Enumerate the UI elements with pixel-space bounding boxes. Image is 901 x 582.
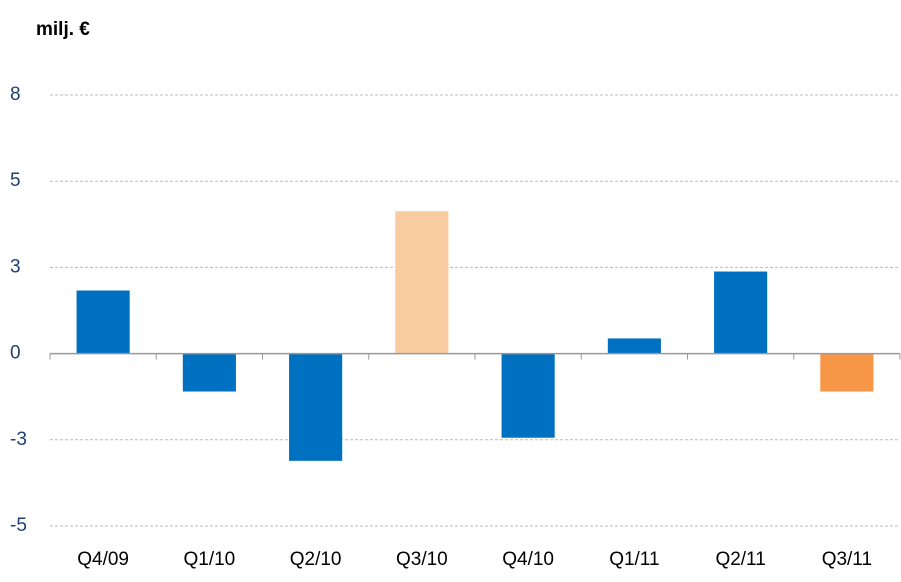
x-tick-label: Q4/10 — [502, 549, 554, 570]
bar — [501, 353, 555, 438]
bar — [76, 290, 130, 354]
y-tick-label: 8 — [10, 84, 21, 105]
bar — [820, 353, 874, 392]
x-tick-label: Q3/10 — [396, 549, 448, 570]
x-tick-label: Q2/11 — [715, 549, 765, 570]
bar — [714, 271, 768, 354]
x-tick-label: Q4/09 — [77, 549, 129, 570]
chart-title: milj. € — [36, 19, 90, 40]
bar — [607, 338, 661, 354]
bar — [289, 353, 343, 461]
y-tick-label: 0 — [10, 343, 21, 364]
x-tick-label: Q2/10 — [290, 549, 342, 570]
x-tick-label: Q1/10 — [183, 549, 235, 570]
bar — [182, 353, 236, 392]
x-tick-label: Q1/11 — [609, 549, 659, 570]
y-tick-label: -3 — [10, 429, 27, 450]
y-tick-label: -5 — [10, 515, 27, 536]
y-tick-label: 3 — [10, 256, 21, 277]
y-tick-label: 5 — [10, 170, 21, 191]
bar — [395, 211, 449, 354]
x-tick-label: Q3/11 — [822, 549, 872, 570]
